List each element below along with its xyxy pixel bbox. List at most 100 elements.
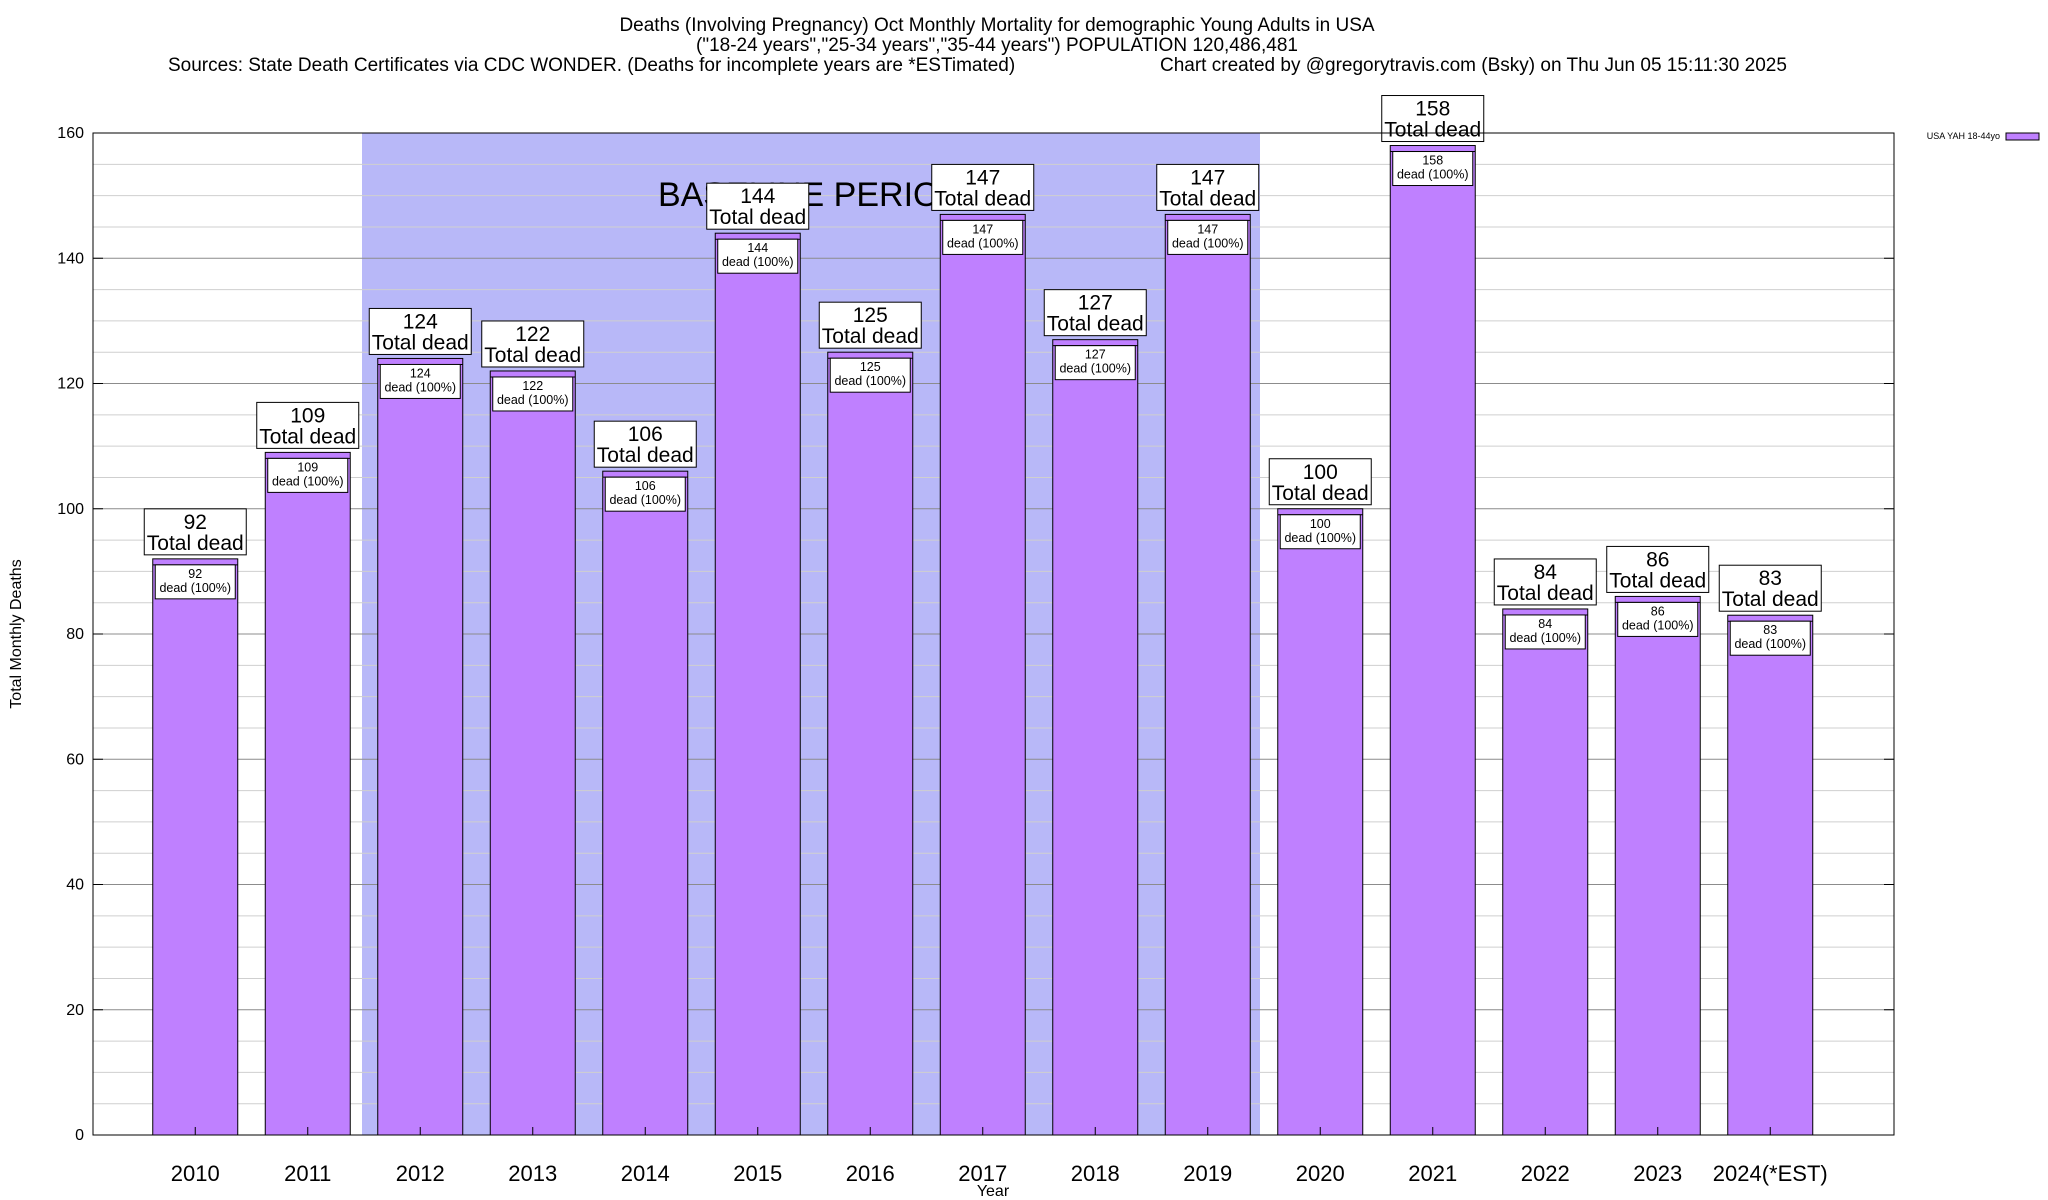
x-tick-label: 2014 bbox=[621, 1161, 670, 1186]
x-tick-label: 2017 bbox=[958, 1161, 1007, 1186]
legend-entry-label: USA YAH 18-44yo bbox=[1927, 131, 2000, 141]
bar bbox=[489, 370, 576, 1136]
bar-inner-percent-label: dead (100%) bbox=[834, 374, 906, 388]
bar-total-value-label: 125 bbox=[853, 304, 888, 327]
y-axis-label: Total Monthly Deaths bbox=[8, 559, 25, 708]
bar-inner-percent-label: dead (100%) bbox=[497, 393, 569, 407]
bar-inner-label-box bbox=[717, 238, 799, 274]
bar bbox=[1502, 608, 1589, 1136]
bar-total-text-label: Total dead bbox=[484, 344, 581, 367]
bar-inner-percent-label: dead (100%) bbox=[1172, 236, 1244, 250]
bar-total-text-label: Total dead bbox=[1047, 313, 1144, 336]
legend-swatch bbox=[2005, 132, 2040, 141]
bar-inner-label-box bbox=[1729, 620, 1811, 656]
bar bbox=[1727, 614, 1814, 1136]
bar-inner-value-label: 86 bbox=[1651, 604, 1665, 618]
y-tick-label: 120 bbox=[57, 376, 84, 393]
x-tick-label: 2018 bbox=[1071, 1161, 1120, 1186]
bar bbox=[602, 470, 689, 1136]
bar-inner-label-box bbox=[942, 219, 1024, 255]
bar bbox=[152, 558, 239, 1136]
x-tick-label: 2024(*EST) bbox=[1713, 1161, 1828, 1186]
x-axis-label: Year bbox=[977, 1183, 1010, 1200]
bar-inner-label-box bbox=[379, 363, 461, 399]
bar-total-label-box bbox=[1718, 564, 1822, 612]
bar-total-label-box bbox=[1381, 95, 1485, 143]
bar-inner-label-box bbox=[1617, 601, 1699, 637]
bar-total-value-label: 86 bbox=[1646, 548, 1669, 571]
y-tick-label: 60 bbox=[66, 751, 84, 768]
bar-inner-percent-label: dead (100%) bbox=[1397, 168, 1469, 182]
x-tick-label: 2021 bbox=[1408, 1161, 1457, 1186]
baseline-period-label: BASELINE PERIOD bbox=[658, 176, 964, 214]
bar-total-text-label: Total dead bbox=[709, 206, 806, 229]
bar-total-label-box bbox=[593, 420, 697, 468]
bar-inner-label-box bbox=[492, 376, 574, 412]
bar-inner-value-label: 125 bbox=[860, 360, 881, 374]
bar-total-text-label: Total dead bbox=[1272, 482, 1369, 505]
bar bbox=[1277, 508, 1364, 1136]
bar bbox=[1164, 213, 1251, 1136]
bar-inner-label-box bbox=[267, 457, 349, 493]
bar-total-text-label: Total dead bbox=[1722, 588, 1819, 611]
bar-total-text-label: Total dead bbox=[934, 187, 1031, 210]
y-tick-label: 100 bbox=[57, 501, 84, 518]
y-tick-label: 0 bbox=[75, 1127, 84, 1144]
bar-inner-percent-label: dead (100%) bbox=[272, 474, 344, 488]
bar-inner-value-label: 144 bbox=[747, 241, 768, 255]
bar-total-label-box bbox=[1493, 558, 1597, 606]
title-line-3-right: Chart created by @gregorytravis.com (Bsk… bbox=[1160, 55, 1787, 76]
bar-total-label-box bbox=[1606, 545, 1710, 593]
bar-inner-percent-label: dead (100%) bbox=[384, 380, 456, 394]
bar-total-value-label: 100 bbox=[1303, 461, 1338, 484]
bars bbox=[152, 145, 1814, 1136]
bar-inner-percent-label: dead (100%) bbox=[1734, 637, 1806, 651]
bar-inner-label-box bbox=[154, 564, 236, 600]
x-tick-label: 2016 bbox=[846, 1161, 895, 1186]
bar-total-text-label: Total dead bbox=[147, 532, 244, 555]
y-tick-label: 160 bbox=[57, 125, 84, 142]
bar-total-label-box bbox=[481, 320, 585, 368]
bar bbox=[1052, 339, 1139, 1136]
x-axis-ticks: 2010 2011 2012 2013 2014 2015 2016 2017 2018 2019… bbox=[171, 1127, 1828, 1186]
x-tick-label: 2019 bbox=[1183, 1161, 1232, 1186]
bar bbox=[939, 213, 1026, 1136]
bar-total-label-box bbox=[931, 163, 1035, 211]
bar-inner-percent-label: dead (100%) bbox=[947, 236, 1019, 250]
bar-total-label-box bbox=[706, 182, 810, 230]
legend: USA YAH 18-44yo bbox=[1927, 131, 2040, 141]
bar-inner-label-box bbox=[1504, 614, 1586, 650]
bar-inner-value-label: 100 bbox=[1310, 517, 1331, 531]
bar-total-value-label: 127 bbox=[1078, 292, 1113, 315]
y-tick-label: 80 bbox=[66, 626, 84, 643]
bar-total-text-label: Total dead bbox=[259, 425, 356, 448]
bar-total-label-box bbox=[368, 307, 472, 355]
bar-inner-percent-label: dead (100%) bbox=[159, 581, 231, 595]
bar-total-value-label: 122 bbox=[515, 323, 550, 346]
bar bbox=[714, 232, 801, 1136]
bar-inner-value-label: 106 bbox=[635, 479, 656, 493]
bar-inner-percent-label: dead (100%) bbox=[1284, 531, 1356, 545]
bar-inner-label-box bbox=[1392, 151, 1474, 187]
bar-total-label-box bbox=[256, 401, 360, 449]
bar-inner-value-label: 147 bbox=[972, 222, 993, 236]
x-tick-label: 2010 bbox=[171, 1161, 220, 1186]
bar-total-text-label: Total dead bbox=[1159, 187, 1256, 210]
bar bbox=[1389, 145, 1476, 1136]
bar-inner-value-label: 158 bbox=[1422, 154, 1443, 168]
x-tick-label: 2020 bbox=[1296, 1161, 1345, 1186]
x-tick-label: 2023 bbox=[1633, 1161, 1682, 1186]
bar-total-text-label: Total dead bbox=[597, 444, 694, 467]
y-tick-label: 20 bbox=[66, 1002, 84, 1019]
bar-total-label-box bbox=[818, 301, 922, 349]
bar bbox=[264, 451, 351, 1136]
x-tick-label: 2015 bbox=[733, 1161, 782, 1186]
y-axis-ticks: 0 20 40 60 80 100 120 140 160 bbox=[57, 125, 1894, 1144]
bar-inner-value-label: 109 bbox=[297, 460, 318, 474]
chart-title: Deaths (Involving Pregnancy) Oct Monthly… bbox=[168, 15, 1787, 76]
bar-total-value-label: 147 bbox=[965, 166, 1000, 189]
bar-inner-label-box bbox=[1279, 514, 1361, 550]
title-line-1: Deaths (Involving Pregnancy) Oct Monthly… bbox=[619, 15, 1374, 36]
bar bbox=[1614, 595, 1701, 1136]
